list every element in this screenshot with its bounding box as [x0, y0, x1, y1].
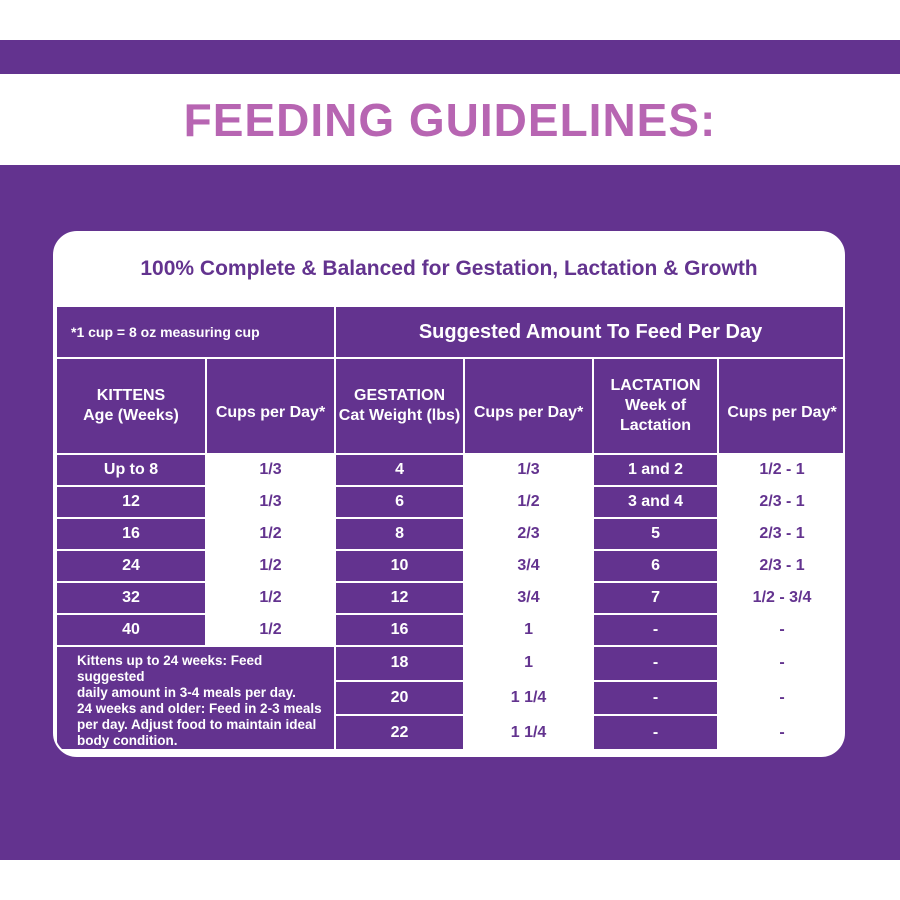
- gestation-cups-cell: 2/3: [463, 517, 595, 551]
- kitten-age-cell: 16: [55, 517, 207, 551]
- gestation-weight-cell: 4: [334, 453, 466, 487]
- header-lactation-line2: Week of Lactation: [619, 397, 692, 434]
- gestation-weight-cell: 8: [334, 517, 466, 551]
- kitten-cups-cell: 1/2: [204, 613, 337, 647]
- table-row: 20 1 1/4 - -: [56, 679, 843, 717]
- gestation-weight-cell: 22: [334, 714, 466, 751]
- gestation-cups-cell: 1 1/4: [463, 679, 595, 717]
- lactation-week-cell: -: [592, 679, 720, 717]
- feeding-table-card: 100% Complete & Balanced for Gestation, …: [53, 231, 845, 757]
- header-gestation-line2: Cat Weight (lbs): [338, 407, 461, 424]
- gestation-cups-cell: 1/2: [463, 485, 595, 519]
- lactation-cups-cell: -: [717, 679, 843, 717]
- lactation-week-cell: 7: [592, 581, 720, 615]
- header-kittens-line1: KITTENS: [96, 387, 166, 404]
- lactation-week-cell: -: [592, 645, 720, 682]
- lactation-week-cell: 1 and 2: [592, 453, 720, 487]
- kitten-note-line: daily amount in 3-4 meals per day.: [77, 685, 296, 700]
- lactation-cups-cell: -: [717, 714, 843, 751]
- header-gestation-cups: Cups per Day*: [463, 357, 595, 455]
- kitten-feeding-note: Kittens up to 24 weeks: Feed suggested d…: [55, 645, 337, 751]
- table-row: 24 1/2 10 3/4 6 2/3 - 1: [55, 549, 843, 583]
- header-kittens-cups: Cups per Day*: [204, 357, 337, 455]
- header-gestation-weight: GESTATION Cat Weight (lbs): [334, 357, 466, 455]
- measure-note: *1 cup = 8 oz measuring cup: [55, 305, 337, 359]
- kitten-note-line: per day. Adjust food to maintain ideal: [77, 717, 317, 732]
- kitten-note-line: 24 weeks and older: Feed in 2-3 meals: [77, 701, 322, 716]
- kitten-cups-cell: 1/2: [204, 581, 337, 615]
- lactation-cups-cell: 2/3 - 1: [717, 485, 843, 519]
- lactation-cups-cell: 2/3 - 1: [717, 549, 843, 583]
- header-lactation-line1: LACTATION: [610, 377, 701, 394]
- header-kittens-age: KITTENS Age (Weeks): [55, 357, 207, 455]
- table-row: Up to 8 1/3 4 1/3 1 and 2 1/2 - 1: [55, 453, 843, 487]
- lactation-week-cell: 3 and 4: [592, 485, 720, 519]
- header-gestation-line1: GESTATION: [354, 387, 445, 404]
- gestation-weight-cell: 12: [334, 581, 466, 615]
- lactation-cups-cell: -: [717, 645, 843, 682]
- gestation-weight-cell: 10: [334, 549, 466, 583]
- kitten-age-cell: Up to 8: [55, 453, 207, 487]
- kitten-age-cell: 40: [55, 613, 207, 647]
- header-lactation-cups: Cups per Day*: [717, 357, 843, 455]
- lactation-cups-cell: 2/3 - 1: [717, 517, 843, 551]
- feeding-table: *1 cup = 8 oz measuring cup Suggested Am…: [55, 305, 843, 751]
- gestation-weight-cell: 16: [334, 613, 466, 647]
- kitten-note-line: body condition.: [77, 733, 178, 748]
- card-header: 100% Complete & Balanced for Gestation, …: [140, 257, 758, 280]
- kitten-cups-cell: 1/2: [204, 549, 337, 583]
- gestation-cups-cell: 3/4: [463, 581, 595, 615]
- table-row: 40 1/2 16 1 - -: [55, 613, 843, 647]
- gestation-cups-cell: 3/4: [463, 549, 595, 583]
- gestation-cups-cell: 1: [463, 613, 595, 647]
- gestation-cups-cell: 1: [463, 645, 595, 682]
- table-row: 32 1/2 12 3/4 7 1/2 - 3/4: [55, 581, 843, 615]
- table-row: 12 1/3 6 1/2 3 and 4 2/3 - 1: [55, 485, 843, 519]
- suggested-amount-title: Suggested Amount To Feed Per Day: [334, 305, 843, 359]
- lactation-cups-cell: 1/2 - 1: [717, 453, 843, 487]
- kitten-cups-cell: 1/3: [204, 453, 337, 487]
- lactation-week-cell: -: [592, 613, 720, 647]
- lactation-week-cell: 6: [592, 549, 720, 583]
- top-purple-band: [0, 40, 900, 74]
- gestation-cups-cell: 1/3: [463, 453, 595, 487]
- gestation-cups-cell: 1 1/4: [463, 714, 595, 751]
- kitten-age-cell: 32: [55, 581, 207, 615]
- gestation-weight-cell: 20: [334, 679, 466, 717]
- header-lactation-week: LACTATION Week of Lactation: [592, 357, 720, 455]
- kitten-cups-cell: 1/3: [204, 485, 337, 519]
- kitten-cups-cell: 1/2: [204, 517, 337, 551]
- kitten-age-cell: 12: [55, 485, 207, 519]
- table-row: Kittens up to 24 weeks: Feed suggested d…: [55, 645, 843, 751]
- kitten-note-line: Kittens up to 24 weeks: Feed suggested: [77, 653, 263, 684]
- header-kittens-line2: Age (Weeks): [83, 407, 179, 424]
- page-title: FEEDING GUIDELINES:: [183, 94, 717, 146]
- gestation-weight-cell: 18: [334, 645, 466, 682]
- table-row: 16 1/2 8 2/3 5 2/3 - 1: [55, 517, 843, 551]
- table-row: 22 1 1/4 - -: [56, 714, 843, 751]
- lactation-cups-cell: -: [717, 613, 843, 647]
- kitten-age-cell: 24: [55, 549, 207, 583]
- lactation-week-cell: 5: [592, 517, 720, 551]
- gestation-weight-cell: 6: [334, 485, 466, 519]
- lactation-cups-cell: 1/2 - 3/4: [717, 581, 843, 615]
- lactation-week-cell: -: [592, 714, 720, 751]
